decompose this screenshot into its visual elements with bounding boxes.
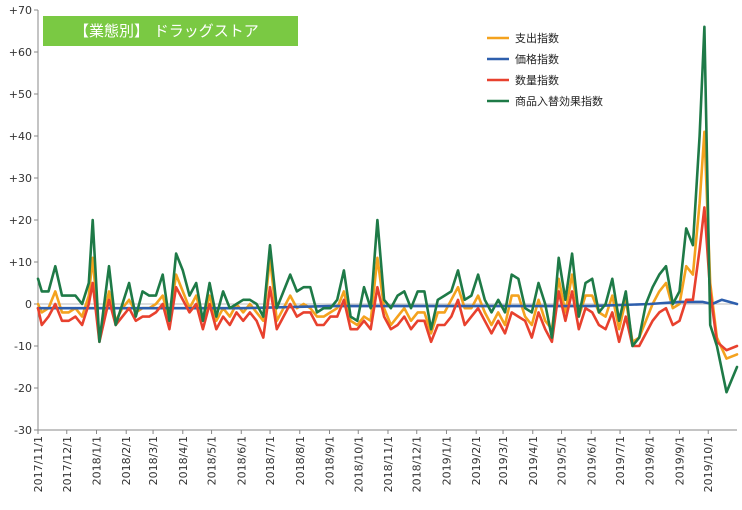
y-tick-label: -10 (14, 340, 32, 353)
x-tick-label: 2018/7/1 (264, 436, 277, 485)
x-tick-label: 2017/12/1 (61, 436, 74, 492)
x-tick-label: 2018/8/1 (294, 436, 307, 485)
y-tick-label: -20 (14, 382, 32, 395)
y-tick-label: +50 (9, 88, 32, 101)
y-tick-label: -30 (14, 424, 32, 437)
x-tick-label: 2019/5/1 (556, 436, 569, 485)
x-tick-label: 2019/8/1 (644, 436, 657, 485)
y-tick-label: +20 (9, 214, 32, 227)
x-tick-label: 2019/9/1 (673, 436, 686, 485)
x-tick-label: 2018/4/1 (177, 436, 190, 485)
x-tick-label: 2018/12/1 (411, 436, 424, 492)
y-tick-label: +70 (9, 4, 32, 17)
x-tick-label: 2019/2/1 (470, 436, 483, 485)
x-tick-label: 2019/6/1 (585, 436, 598, 485)
x-tick-label: 2018/1/1 (90, 436, 103, 485)
series-line-4 (36, 25, 739, 394)
legend-label-1: 支出指数 (515, 31, 559, 45)
y-tick-label: +60 (9, 46, 32, 59)
legend-label-3: 数量指数 (515, 73, 559, 87)
x-tick-label: 2019/3/1 (497, 436, 510, 485)
x-tick-label: 2017/11/1 (32, 436, 45, 492)
y-tick-label: 0 (25, 298, 32, 311)
legend-label-4: 商品入替効果指数 (515, 94, 603, 108)
legend-label-2: 価格指数 (515, 52, 559, 66)
series-line-3 (36, 206, 739, 352)
x-tick-label: 2019/10/1 (702, 436, 715, 492)
x-tick-label: 2018/10/1 (352, 436, 365, 492)
x-tick-label: 2018/5/1 (206, 436, 219, 485)
x-tick-label: 2019/1/1 (440, 436, 453, 485)
chart-series (36, 25, 739, 394)
chart-axes: -30 -20 -10 0 +10 +20 +30 +40 +50 +60 +70 2017/11/1… (9, 4, 737, 492)
chart-title: 【業態別】 ドラッグストア (74, 22, 259, 40)
chart-title-background (43, 16, 298, 46)
x-tick-label: 2018/2/1 (120, 436, 133, 485)
x-tick-label: 2018/11/1 (382, 436, 395, 492)
y-tick-label: +40 (9, 130, 32, 143)
x-tick-label: 2019/7/1 (614, 436, 627, 485)
x-tick-label: 2019/4/1 (527, 436, 540, 485)
series-line-1 (36, 130, 739, 360)
x-tick-label: 2018/6/1 (235, 436, 248, 485)
x-tick-label: 2018/3/1 (147, 436, 160, 485)
x-tick-label: 2018/9/1 (323, 436, 336, 485)
y-tick-label: +10 (9, 256, 32, 269)
y-tick-label: +30 (9, 172, 32, 185)
chart-title-box: 【業態別】 ドラッグストア (43, 16, 298, 46)
